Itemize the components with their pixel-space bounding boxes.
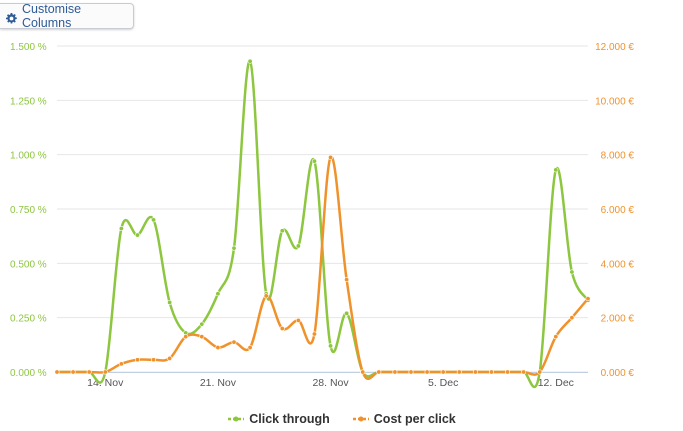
data-point[interactable]: [311, 331, 317, 337]
data-point[interactable]: [183, 334, 189, 340]
data-point[interactable]: [521, 369, 527, 375]
data-point[interactable]: [553, 334, 559, 340]
legend-click-through[interactable]: Click through: [227, 412, 330, 426]
data-point[interactable]: [231, 339, 237, 345]
series-layer: [54, 58, 591, 389]
data-point[interactable]: [569, 269, 575, 275]
data-point[interactable]: [247, 345, 253, 351]
data-point[interactable]: [215, 291, 221, 297]
data-point[interactable]: [199, 321, 205, 327]
left-tick-label: 0.500 %: [10, 259, 47, 270]
chart-legend: Click through Cost per click: [0, 412, 683, 426]
data-point[interactable]: [376, 369, 382, 375]
series-line: [57, 155, 589, 381]
legend-cpc-swatch: [352, 416, 369, 422]
legend-cpc-label: Cost per click: [373, 412, 456, 426]
left-tick-label: 0.000 %: [10, 368, 47, 379]
data-point[interactable]: [151, 217, 157, 223]
data-point[interactable]: [134, 232, 140, 238]
data-point[interactable]: [263, 293, 269, 299]
data-point[interactable]: [134, 357, 140, 363]
customise-columns-button[interactable]: Customise Columns: [0, 2, 134, 30]
right-tick-label: 0.000 €: [601, 368, 635, 379]
data-point[interactable]: [215, 345, 221, 351]
data-point[interactable]: [344, 310, 350, 316]
data-point[interactable]: [151, 357, 157, 363]
x-tick-label: 21. Nov: [200, 377, 237, 389]
x-tick-label: 5. Dec: [428, 377, 458, 389]
left-tick-label: 0.750 %: [10, 205, 47, 216]
right-tick-label: 2.000 €: [601, 314, 635, 325]
data-point[interactable]: [70, 369, 76, 375]
legend-cost-per-click[interactable]: Cost per click: [352, 412, 456, 426]
data-point[interactable]: [585, 296, 591, 302]
data-point[interactable]: [167, 299, 173, 305]
left-axis: 0.000 % 0.250 % 0.500 % 0.750 % 1.000 % 1.250…: [10, 42, 47, 379]
data-point[interactable]: [488, 369, 494, 375]
data-point[interactable]: [505, 369, 511, 375]
data-point[interactable]: [279, 228, 285, 234]
right-tick-label: 8.000 €: [601, 151, 635, 162]
data-point[interactable]: [102, 369, 108, 375]
data-point[interactable]: [408, 369, 414, 375]
legend-ctr-label: Click through: [249, 412, 330, 426]
data-point[interactable]: [424, 369, 430, 375]
right-tick-label: 10.000 €: [595, 96, 634, 107]
data-point[interactable]: [199, 334, 205, 340]
right-tick-label: 4.000 €: [601, 259, 635, 270]
data-point[interactable]: [440, 369, 446, 375]
data-point[interactable]: [167, 355, 173, 361]
legend-ctr-swatch: [228, 416, 245, 422]
data-point[interactable]: [328, 154, 334, 160]
data-point[interactable]: [86, 369, 92, 375]
data-point[interactable]: [311, 158, 317, 164]
data-point[interactable]: [392, 369, 398, 375]
right-axis: 0.000 € 2.000 € 4.000 € 6.000 € 8.000 € 10.00…: [595, 42, 634, 379]
left-tick-label: 1.000 %: [10, 151, 47, 162]
data-point[interactable]: [118, 226, 124, 232]
x-tick-label: 28. Nov: [312, 377, 349, 389]
grid-lines: [57, 45, 588, 373]
data-point[interactable]: [295, 243, 301, 249]
x-axis: 14. Nov 21. Nov 28. Nov 5. Dec 12. Dec: [57, 372, 588, 389]
data-point[interactable]: [328, 343, 334, 349]
data-point[interactable]: [118, 361, 124, 367]
right-tick-label: 6.000 €: [601, 205, 635, 216]
data-point[interactable]: [54, 369, 60, 375]
data-point[interactable]: [360, 369, 366, 375]
x-tick-label: 14. Nov: [87, 377, 124, 389]
gear-icon: [6, 11, 17, 24]
data-point[interactable]: [537, 369, 543, 375]
data-point[interactable]: [553, 167, 559, 173]
right-tick-label: 12.000 €: [595, 42, 634, 53]
data-point[interactable]: [247, 58, 253, 64]
data-point[interactable]: [231, 245, 237, 251]
left-tick-label: 1.500 %: [10, 42, 47, 53]
left-tick-label: 0.250 %: [10, 314, 47, 325]
series-cost-per-click: [54, 154, 591, 381]
data-point[interactable]: [456, 369, 462, 375]
x-tick-label: 12. Dec: [538, 377, 574, 389]
chart-area: 0.000 % 0.250 % 0.500 % 0.750 % 1.000 % 1.250…: [10, 42, 634, 389]
data-point[interactable]: [295, 317, 301, 323]
data-point[interactable]: [279, 326, 285, 332]
data-point[interactable]: [569, 315, 575, 321]
left-tick-label: 1.250 %: [10, 96, 47, 107]
data-point[interactable]: [344, 277, 350, 283]
data-point[interactable]: [472, 369, 478, 375]
customise-columns-label: Customise Columns: [22, 2, 82, 30]
